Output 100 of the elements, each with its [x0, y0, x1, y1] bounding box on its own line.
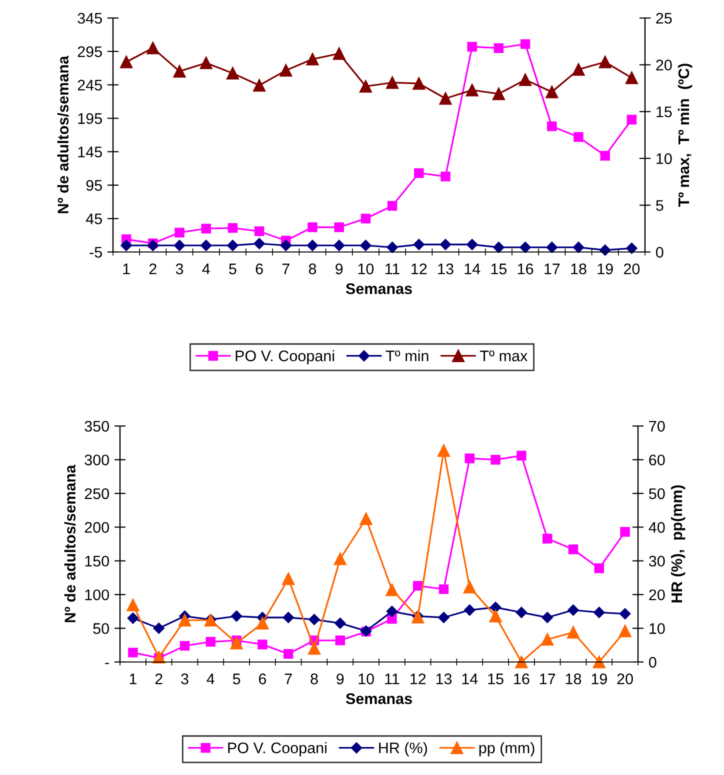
x-tick-label: 9	[336, 264, 343, 274]
point	[127, 612, 139, 624]
point	[568, 604, 579, 616]
y2-tick-label: 30	[649, 556, 665, 567]
point	[306, 240, 318, 252]
y-tick-label: 300	[84, 454, 109, 466]
y2-tick-label: 0	[649, 656, 656, 668]
point	[334, 618, 346, 629]
x-tick-label: 6	[256, 264, 263, 274]
legend-label: HR (%)	[379, 742, 428, 756]
point	[567, 626, 580, 639]
point	[489, 610, 502, 622]
point	[516, 450, 526, 461]
x-tick-label: 15	[491, 264, 507, 274]
point	[414, 168, 424, 178]
point	[542, 612, 553, 624]
y-axis-title: Nº de adultos/semana	[64, 464, 76, 622]
point	[359, 80, 372, 93]
point	[227, 240, 238, 252]
x-axis-title: Semanas	[346, 283, 412, 294]
x-tick-label: 2	[155, 674, 162, 684]
legend-label: Tº max	[480, 350, 528, 362]
x-tick-label: 8	[308, 264, 316, 274]
x-tick-label: 9	[336, 674, 344, 684]
y-tick-label: 95	[86, 180, 102, 191]
y2-tick-label: 20	[656, 60, 672, 70]
y2-tick-label: 20	[649, 589, 665, 600]
x-tick-label: 4	[206, 674, 214, 684]
point	[600, 150, 610, 161]
point	[256, 616, 269, 630]
point	[439, 92, 452, 105]
x-tick-label: 11	[385, 674, 400, 684]
point	[440, 238, 452, 250]
point	[334, 222, 344, 232]
x-tick-label: 12	[412, 264, 427, 274]
point	[228, 223, 238, 233]
point	[619, 608, 631, 620]
point	[412, 77, 426, 90]
point	[625, 72, 638, 84]
point	[568, 544, 578, 554]
x-tick-label: 19	[598, 264, 613, 274]
x-tick-label: 16	[518, 264, 534, 274]
point	[412, 580, 423, 591]
point	[153, 622, 164, 634]
x-tick-label: 5	[232, 674, 240, 684]
point	[230, 636, 243, 650]
point	[520, 39, 530, 49]
legend-label: Tº min	[386, 350, 428, 362]
point	[493, 242, 504, 253]
x-tick-label: 18	[571, 264, 586, 274]
point	[360, 512, 372, 525]
y2-tick-label: 40	[648, 522, 665, 533]
point	[516, 606, 528, 618]
point	[120, 240, 132, 252]
point	[308, 614, 320, 626]
point	[519, 74, 532, 86]
point	[200, 240, 212, 252]
point	[254, 226, 264, 236]
point	[541, 633, 554, 646]
x-tick-label: 13	[436, 674, 452, 684]
y-tick-label: 200	[84, 522, 109, 533]
y-tick-label: 295	[78, 46, 102, 58]
y-tick-label: 350	[84, 420, 109, 432]
point	[360, 214, 371, 224]
point	[128, 648, 138, 658]
point	[626, 242, 638, 254]
point	[258, 640, 268, 650]
x-tick-label: 14	[464, 264, 480, 274]
x-tick-label: 8	[310, 674, 318, 684]
y2-tick-label: 15	[656, 106, 672, 118]
y-tick-label: 195	[78, 113, 102, 124]
y2-tick-label: 60	[649, 454, 665, 466]
point	[467, 42, 477, 52]
x-tick-label: 12	[410, 674, 426, 684]
point	[572, 242, 584, 253]
point	[599, 244, 611, 256]
point	[280, 240, 292, 252]
x-axis-title: Semanas	[346, 693, 412, 704]
point	[466, 84, 478, 96]
point	[542, 534, 552, 544]
x-tick-label: 1	[130, 674, 136, 684]
point	[282, 612, 294, 624]
point	[386, 76, 399, 89]
point	[200, 56, 212, 70]
point	[146, 42, 160, 54]
point	[386, 606, 398, 618]
point	[620, 527, 630, 537]
y2-tick-label: 70	[649, 420, 665, 432]
point	[283, 649, 294, 659]
point	[520, 242, 531, 253]
point	[332, 47, 346, 60]
x-tick-label: 3	[181, 674, 188, 684]
y-tick-label: 100	[85, 589, 109, 600]
point	[594, 606, 605, 618]
point	[594, 563, 604, 574]
point	[282, 572, 295, 585]
point	[466, 238, 478, 250]
point	[546, 86, 558, 98]
point	[387, 201, 398, 211]
point	[386, 242, 398, 253]
